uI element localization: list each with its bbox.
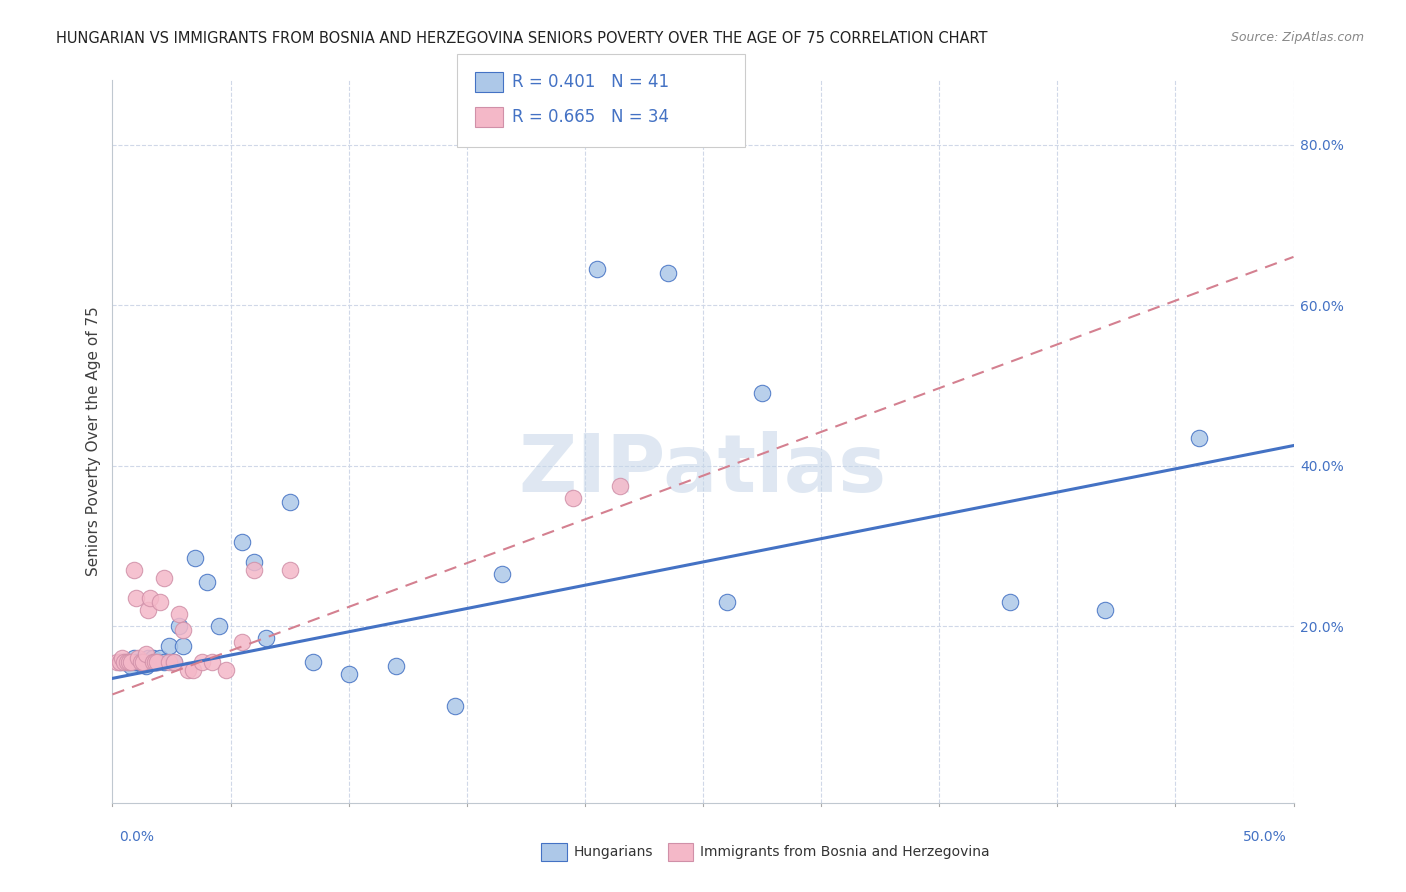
- Point: [231, 534, 253, 549]
- Point: [125, 591, 148, 606]
- Point: [243, 563, 266, 577]
- Point: [129, 655, 152, 669]
- Point: [125, 655, 148, 669]
- Point: [149, 651, 172, 665]
- Point: [118, 655, 141, 669]
- Point: [1188, 430, 1211, 444]
- Point: [167, 607, 190, 621]
- Point: [111, 651, 134, 665]
- Point: [385, 659, 408, 673]
- Point: [120, 659, 142, 673]
- Point: [302, 655, 325, 669]
- Point: [609, 478, 631, 492]
- Point: [153, 655, 176, 669]
- Point: [208, 619, 231, 633]
- Point: [115, 655, 138, 669]
- Point: [167, 619, 190, 633]
- Text: ZIPatlas: ZIPatlas: [519, 432, 887, 509]
- Point: [177, 664, 200, 678]
- Point: [112, 655, 135, 669]
- Point: [120, 655, 142, 669]
- Point: [143, 655, 166, 669]
- Point: [122, 651, 145, 665]
- Point: [157, 655, 180, 669]
- Point: [135, 659, 157, 673]
- Point: [444, 699, 467, 714]
- Point: [1094, 603, 1116, 617]
- Point: [142, 651, 165, 665]
- Point: [184, 551, 207, 566]
- Point: [751, 386, 773, 401]
- Point: [491, 567, 513, 582]
- Point: [278, 494, 301, 508]
- Point: [157, 639, 180, 653]
- Point: [562, 491, 585, 505]
- Text: Hungarians: Hungarians: [574, 845, 654, 859]
- Point: [657, 266, 679, 280]
- Point: [254, 632, 277, 646]
- Point: [153, 571, 176, 585]
- Point: [129, 655, 152, 669]
- Point: [139, 591, 162, 606]
- Point: [163, 655, 186, 669]
- Point: [127, 655, 149, 669]
- Point: [112, 655, 135, 669]
- Point: [143, 655, 166, 669]
- Text: 0.0%: 0.0%: [120, 830, 155, 844]
- Point: [172, 623, 194, 637]
- Y-axis label: Seniors Poverty Over the Age of 75: Seniors Poverty Over the Age of 75: [86, 307, 101, 576]
- Point: [127, 651, 149, 665]
- Text: Immigrants from Bosnia and Herzegovina: Immigrants from Bosnia and Herzegovina: [700, 845, 990, 859]
- Point: [278, 563, 301, 577]
- Point: [132, 655, 155, 669]
- Text: HUNGARIAN VS IMMIGRANTS FROM BOSNIA AND HERZEGOVINA SENIORS POVERTY OVER THE AGE: HUNGARIAN VS IMMIGRANTS FROM BOSNIA AND …: [56, 31, 988, 46]
- Point: [191, 655, 214, 669]
- Point: [149, 595, 172, 609]
- Point: [231, 635, 253, 649]
- Point: [146, 655, 169, 669]
- Text: 50.0%: 50.0%: [1243, 830, 1286, 844]
- Point: [243, 555, 266, 569]
- Point: [136, 651, 159, 665]
- Point: [716, 595, 738, 609]
- Point: [585, 261, 607, 276]
- Point: [132, 655, 155, 669]
- Point: [139, 655, 162, 669]
- Point: [163, 655, 186, 669]
- Point: [122, 563, 145, 577]
- Point: [108, 655, 131, 669]
- Text: R = 0.665   N = 34: R = 0.665 N = 34: [512, 108, 669, 126]
- Point: [201, 655, 224, 669]
- Point: [998, 595, 1021, 609]
- Point: [118, 655, 141, 669]
- Text: R = 0.401   N = 41: R = 0.401 N = 41: [512, 73, 669, 91]
- Point: [146, 655, 169, 669]
- Point: [181, 664, 204, 678]
- Text: Source: ZipAtlas.com: Source: ZipAtlas.com: [1230, 31, 1364, 45]
- Point: [337, 667, 360, 681]
- Point: [142, 655, 165, 669]
- Point: [108, 655, 131, 669]
- Point: [135, 648, 157, 662]
- Point: [136, 603, 159, 617]
- Point: [105, 655, 128, 669]
- Point: [195, 574, 218, 589]
- Point: [115, 655, 138, 669]
- Point: [215, 664, 238, 678]
- Point: [172, 639, 194, 653]
